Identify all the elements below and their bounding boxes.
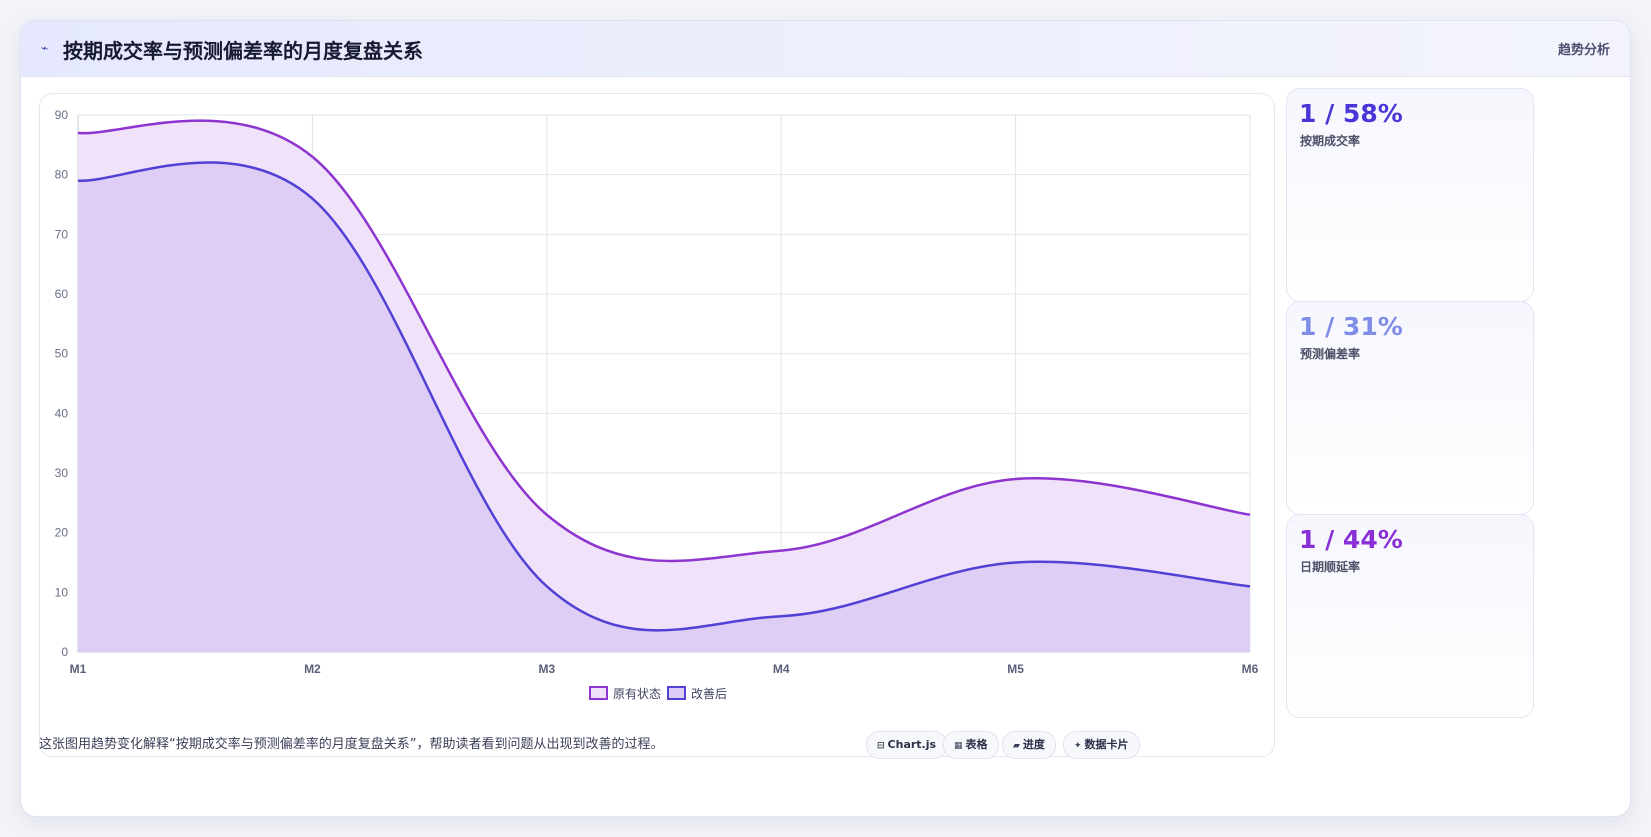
y-tick-label: 80 — [55, 168, 69, 182]
chip-data-card[interactable]: ✦ 数据卡片 — [1063, 731, 1140, 759]
series-line-1 — [77, 161, 1251, 632]
chip-progress[interactable]: ▰ 进度 — [1002, 731, 1056, 759]
analysis-tag: 趋势分析 — [1557, 43, 1610, 58]
wave-icon: ⌁ — [41, 41, 49, 55]
legend-label: 原有状态 — [613, 687, 661, 701]
y-tick-label: 0 — [61, 645, 68, 659]
y-tick-label: 40 — [55, 406, 69, 420]
x-tick-label: M3 — [538, 662, 555, 676]
dashboard-card: ⌁ 按期成交率与预测偏差率的月度复盘关系 趋势分析 0 10 20 30 40 50 60 7… — [20, 20, 1631, 817]
progress-icon: ▰ — [1013, 741, 1020, 751]
y-tick-label: 60 — [55, 287, 69, 301]
chart-description: 这张图用趋势变化解释“按期成交率与预测偏差率的月度复盘关系”，帮助读者看到问题从… — [39, 737, 664, 752]
kpi-value: 1 / 44% — [1299, 525, 1403, 554]
header-bar: ⌁ 按期成交率与预测偏差率的月度复盘关系 趋势分析 — [21, 21, 1630, 77]
kpi-label: 日期顺延率 — [1300, 560, 1361, 574]
legend-label: 改善后 — [691, 686, 727, 701]
x-tick-label: M4 — [773, 662, 790, 676]
x-tick-label: M1 — [70, 662, 87, 676]
kpi-card-date-delay: 1 / 44% 日期顺延率 — [1286, 514, 1534, 718]
kpi-card-ontime-rate: 1 / 58% 按期成交率 — [1286, 88, 1534, 302]
kpi-label: 按期成交率 — [1300, 134, 1361, 148]
series-line-0 — [77, 119, 1251, 563]
x-tick-label: M2 — [304, 662, 321, 676]
table-small-icon: ⊟ — [877, 741, 885, 751]
kpi-card-forecast-deviation: 1 / 31% 预测偏差率 — [1286, 301, 1534, 515]
y-tick-label: 50 — [55, 347, 69, 361]
kpi-value: 1 / 58% — [1299, 99, 1403, 128]
kpi-label: 预测偏差率 — [1300, 347, 1361, 361]
legend-swatch — [667, 686, 686, 700]
chart-panel: 0 10 20 30 40 50 60 70 80 90 M1 M2 M3 M4 M5 M6 原有状态 改善后 — [39, 93, 1275, 757]
legend-swatch — [589, 686, 608, 700]
y-tick-label: 30 — [55, 466, 69, 480]
y-tick-label: 10 — [55, 585, 69, 599]
series-area-1 — [78, 162, 1250, 652]
table-icon: ▦ — [954, 741, 963, 751]
kpi-value: 1 / 31% — [1299, 312, 1403, 341]
sparkle-icon: ✦ — [1074, 741, 1082, 751]
y-tick-label: 70 — [55, 227, 69, 241]
x-tick-label: M5 — [1007, 662, 1024, 676]
area-chart: 0 10 20 30 40 50 60 70 80 90 M1 M2 M3 M4 M5 M6 原有状态 改善后 — [55, 108, 1259, 701]
chip-table[interactable]: ▦ 表格 — [943, 731, 999, 759]
page-title: 按期成交率与预测偏差率的月度复盘关系 — [63, 39, 423, 63]
y-tick-label: 90 — [55, 108, 69, 122]
chip-chartjs[interactable]: ⊟ Chart.js — [866, 731, 948, 759]
y-tick-label: 20 — [55, 526, 69, 540]
x-tick-label: M6 — [1242, 662, 1259, 676]
